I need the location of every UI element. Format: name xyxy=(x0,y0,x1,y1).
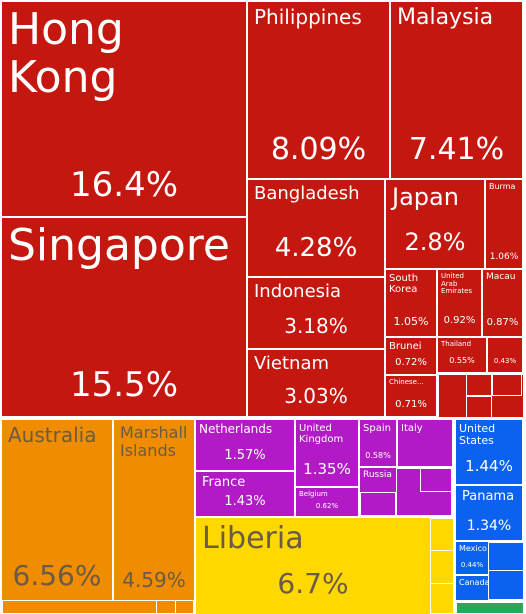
tile-label: Malaysia xyxy=(397,5,494,30)
filler-tile xyxy=(466,374,492,396)
tile: Malaysia 7.41% xyxy=(391,2,522,178)
value-label: 1.05% xyxy=(393,314,429,328)
value-label: 4.59% xyxy=(122,568,186,592)
filler-tile xyxy=(420,468,452,492)
value-label: 2.8% xyxy=(404,228,466,256)
tile-label: Burma xyxy=(489,182,516,191)
tile: Indonesia 3.18% xyxy=(248,278,384,348)
tile-label: Marshall Islands xyxy=(120,423,188,460)
tile-label: Netherlands xyxy=(199,422,273,436)
filler-tile xyxy=(466,396,492,418)
value-label: 3.18% xyxy=(284,314,348,338)
value-label: 0.72% xyxy=(395,357,427,368)
tile-label: Brunei xyxy=(389,341,422,352)
tile: United States 1.44% xyxy=(456,420,522,484)
tile-label: Japan xyxy=(392,183,459,211)
tile-label: Indonesia xyxy=(254,281,342,302)
filler-tile xyxy=(492,374,522,396)
tile: Burma 1.06% xyxy=(486,180,522,268)
tile-label: United States xyxy=(459,422,496,448)
tile-label: Macau xyxy=(486,272,516,282)
tile-label: Spain xyxy=(363,423,391,434)
tile: Chinese... 0.71% xyxy=(386,376,436,416)
tile: Mexico 0.44% xyxy=(456,542,488,574)
tile: Belgium 0.62% xyxy=(296,488,358,516)
tile: Vietnam 3.03% xyxy=(248,350,384,416)
value-label: 1.57% xyxy=(224,447,266,463)
value-label: 0.92% xyxy=(443,315,476,326)
value-label: 6.56% xyxy=(12,559,102,592)
tile: Russia xyxy=(360,468,396,492)
tile: Thailand 0.55% xyxy=(438,338,486,372)
filler-tile xyxy=(156,600,176,614)
value-label: 4.28% xyxy=(274,233,358,263)
tile: Italy xyxy=(398,420,452,466)
tile-label: Bangladesh xyxy=(254,183,360,204)
value-label: 0.43% xyxy=(493,356,517,365)
value-label: 6.7% xyxy=(277,567,349,600)
tile: Netherlands 1.57% xyxy=(196,420,294,470)
tile: United Arab Emirates 0.92% xyxy=(438,270,481,336)
filler-tile xyxy=(488,570,524,600)
value-label: 0.62% xyxy=(315,501,339,510)
tile: Liberia 6.7% xyxy=(196,518,430,614)
tile: Bangladesh 4.28% xyxy=(248,180,384,276)
tile-label: United Arab Emirates xyxy=(441,272,473,296)
tile: Singapore 15.5% xyxy=(2,218,246,416)
filler-tile xyxy=(430,550,454,584)
tile: Canada xyxy=(456,576,490,600)
value-label: 0.71% xyxy=(395,399,427,410)
tile: Brunei 0.72% xyxy=(386,338,436,374)
tile-label: Philippines xyxy=(254,5,362,29)
tile: Philippines 8.09% xyxy=(248,2,389,178)
tile-label: Australia xyxy=(8,423,97,447)
filler-tile xyxy=(456,602,524,614)
filler-tile xyxy=(360,492,396,516)
tile-label: Chinese... xyxy=(389,378,424,386)
tile: Australia 6.56% xyxy=(2,420,112,600)
tile: United Kingdom 1.35% xyxy=(296,420,358,486)
value-label: 15.5% xyxy=(69,365,178,405)
tile: France 1.43% xyxy=(196,472,294,516)
value-label: 0.44% xyxy=(460,560,484,569)
tile-label: Singapore xyxy=(8,220,230,271)
tile-label: Liberia xyxy=(202,521,304,556)
tile-label: United Kingdom xyxy=(299,423,344,445)
tile: Panama 1.34% xyxy=(456,486,522,540)
value-label: 8.09% xyxy=(270,132,367,167)
value-label: 1.35% xyxy=(303,459,351,478)
tile: Japan 2.8% xyxy=(386,180,484,268)
tile: South Korea 1.05% xyxy=(386,270,436,336)
tile-label: Canada xyxy=(459,578,490,587)
tile-label: Panama xyxy=(462,489,515,504)
tile: Marshall Islands 4.59% xyxy=(114,420,194,600)
tile: Spain 0.58% xyxy=(360,420,396,466)
value-label: 3.03% xyxy=(284,384,348,408)
tile-label: Russia xyxy=(363,470,392,480)
value-label: 1.34% xyxy=(466,518,512,534)
tile-label: Mexico xyxy=(459,544,487,553)
value-label: 0.87% xyxy=(486,317,519,328)
value-label: 0.55% xyxy=(449,356,475,365)
tile: Macau 0.87% xyxy=(483,270,522,336)
tile-label: Vietnam xyxy=(254,353,330,374)
tile-label: Belgium xyxy=(299,490,328,498)
tile-label: France xyxy=(202,475,246,490)
tile-label: Hong Kong xyxy=(8,4,124,104)
value-label: 1.43% xyxy=(224,493,266,509)
value-label: 1.44% xyxy=(465,456,513,475)
tile-label: Italy xyxy=(401,423,423,434)
value-label: 16.4% xyxy=(69,165,178,205)
tile-label: Thailand xyxy=(441,340,472,348)
tile: Hong Kong 16.4% xyxy=(2,2,246,216)
value-label: 1.06% xyxy=(489,251,519,262)
tile: 0.43% xyxy=(488,338,522,372)
tile-label: South Korea xyxy=(389,273,419,295)
value-label: 7.41% xyxy=(408,132,505,167)
value-label: 0.58% xyxy=(365,451,391,460)
